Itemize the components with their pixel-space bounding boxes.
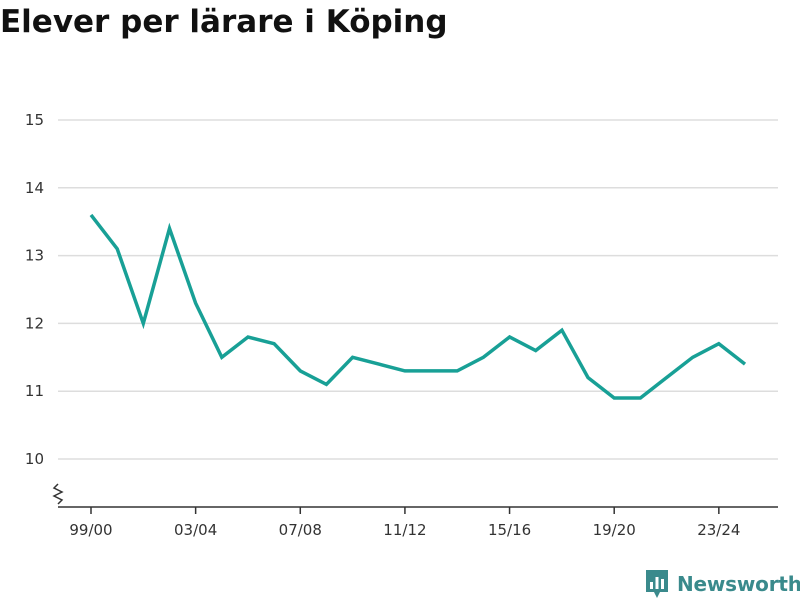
series xyxy=(89,213,747,400)
y-tick-label: 14 xyxy=(25,179,44,197)
y-tick-label: 11 xyxy=(25,382,44,400)
x-tick-label: 03/04 xyxy=(174,521,217,539)
x-tick-label: 15/16 xyxy=(488,521,531,539)
chart-title: Elever per lärare i Köping xyxy=(0,4,448,40)
series-line xyxy=(89,213,747,400)
y-tick-label: 10 xyxy=(25,450,44,468)
x-tick-label: 19/20 xyxy=(593,521,636,539)
x-tick-label: 11/12 xyxy=(383,521,426,539)
y-tick-label: 15 xyxy=(25,111,44,129)
x-tick-label: 07/08 xyxy=(279,521,322,539)
y-axis-labels: 10 11 12 13 14 15 xyxy=(25,111,44,468)
newsworthy-brand: Newsworthy xyxy=(644,568,800,600)
axis-break-marker xyxy=(52,483,64,505)
y-tick-label: 12 xyxy=(25,314,44,332)
brand-name: Newsworthy xyxy=(677,572,800,596)
newsworthy-logo-icon xyxy=(646,570,668,598)
x-tick-label: 99/00 xyxy=(69,521,112,539)
x-tick-label: 23/24 xyxy=(697,521,740,539)
y-tick-label: 13 xyxy=(25,247,44,265)
gridlines xyxy=(58,119,778,460)
x-axis: 99/00 03/04 07/08 11/12 15/16 19/20 23/24 xyxy=(52,483,778,539)
